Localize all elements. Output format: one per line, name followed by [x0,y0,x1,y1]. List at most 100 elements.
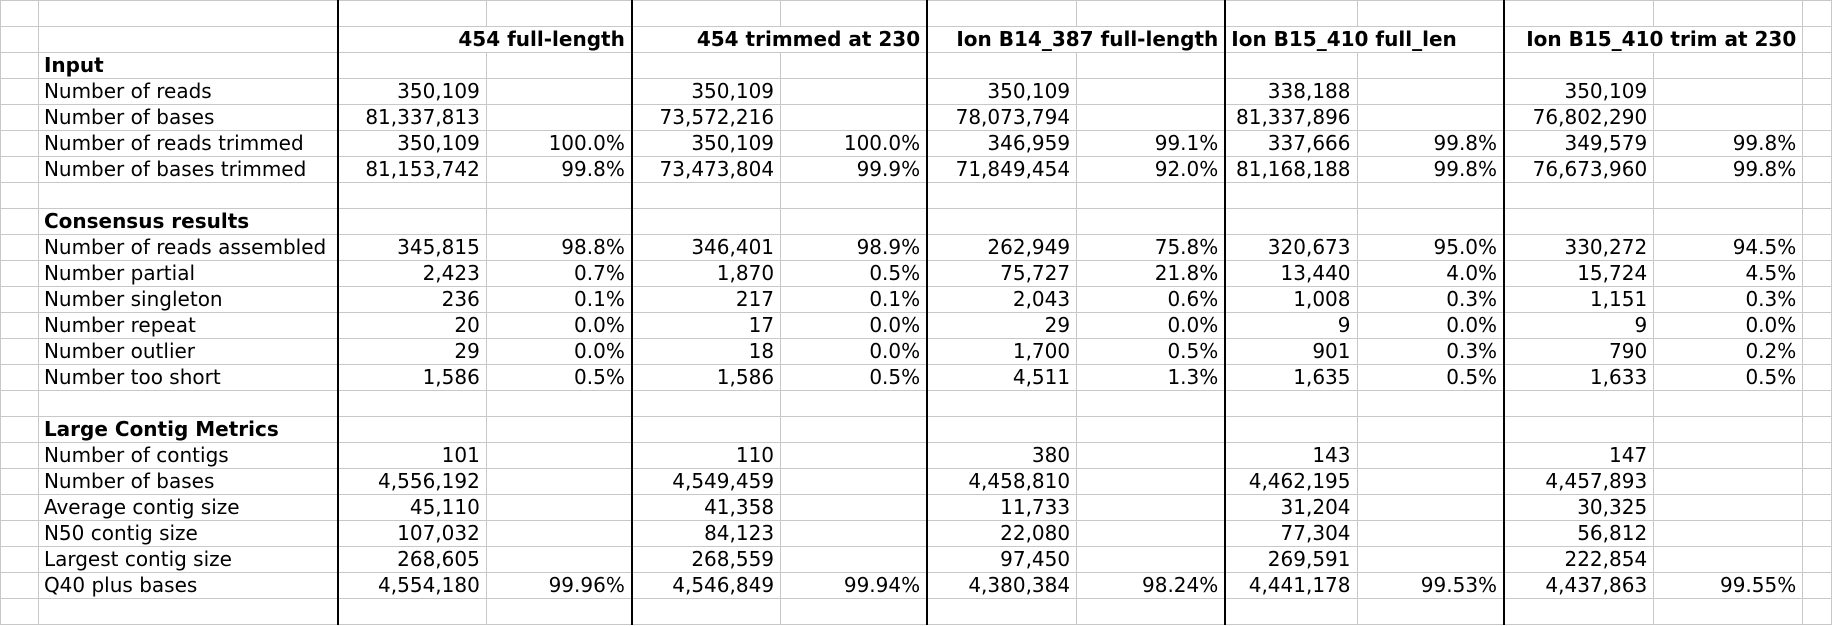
empty-cell[interactable] [1076,208,1226,235]
empty-cell[interactable] [1076,390,1226,417]
empty-cell[interactable] [1356,390,1505,417]
value-cell[interactable]: 56,812 [1503,520,1655,547]
empty-cell[interactable] [485,0,633,27]
percent-cell[interactable] [1356,494,1505,521]
empty-cell[interactable] [1802,390,1832,417]
column-header[interactable]: Ion B15_410 full_len [1224,26,1505,53]
empty-cell[interactable] [37,26,339,53]
percent-cell[interactable] [1076,494,1226,521]
percent-cell[interactable]: 0.0% [780,338,928,365]
value-cell[interactable]: 41,358 [630,494,782,521]
empty-cell[interactable] [1076,52,1226,79]
value-cell[interactable]: 217 [630,286,782,313]
empty-cell[interactable] [1802,208,1832,235]
value-cell[interactable]: 81,337,813 [337,104,487,131]
value-cell[interactable]: 45,110 [337,494,487,521]
empty-cell[interactable] [1802,520,1832,547]
row-label[interactable]: Number repeat [37,312,339,339]
empty-cell[interactable] [37,0,339,27]
empty-cell[interactable] [1356,52,1505,79]
empty-cell[interactable] [1503,390,1655,417]
empty-cell[interactable] [485,416,633,443]
empty-cell[interactable] [1653,0,1804,27]
empty-cell[interactable] [1653,208,1804,235]
value-cell[interactable]: 269,591 [1224,546,1358,573]
percent-cell[interactable]: 98.8% [485,234,633,261]
empty-cell[interactable] [1356,416,1505,443]
row-gutter-cell[interactable] [0,156,39,183]
value-cell[interactable]: 268,605 [337,546,487,573]
empty-cell[interactable] [1356,0,1505,27]
empty-cell[interactable] [1802,598,1832,625]
value-cell[interactable]: 4,546,849 [630,572,782,599]
percent-cell[interactable]: 0.5% [1076,338,1226,365]
percent-cell[interactable]: 0.7% [485,260,633,287]
empty-cell[interactable] [926,52,1078,79]
percent-cell[interactable] [1653,104,1804,131]
percent-cell[interactable] [780,520,928,547]
empty-cell[interactable] [630,52,782,79]
value-cell[interactable]: 20 [337,312,487,339]
empty-cell[interactable] [630,598,782,625]
row-gutter-cell[interactable] [0,494,39,521]
row-gutter-cell[interactable] [0,312,39,339]
percent-cell[interactable]: 99.8% [1653,130,1804,157]
empty-cell[interactable] [1802,182,1832,209]
percent-cell[interactable]: 0.3% [1356,338,1505,365]
value-cell[interactable]: 4,462,195 [1224,468,1358,495]
empty-cell[interactable] [780,182,928,209]
percent-cell[interactable]: 75.8% [1076,234,1226,261]
value-cell[interactable]: 73,572,216 [630,104,782,131]
value-cell[interactable]: 1,008 [1224,286,1358,313]
percent-cell[interactable] [1356,546,1505,573]
empty-cell[interactable] [485,52,633,79]
percent-cell[interactable] [1356,442,1505,469]
value-cell[interactable]: 97,450 [926,546,1078,573]
row-label[interactable]: Number outlier [37,338,339,365]
empty-cell[interactable] [1802,26,1832,53]
empty-cell[interactable] [1802,338,1832,365]
value-cell[interactable]: 77,304 [1224,520,1358,547]
column-header[interactable]: 454 trimmed at 230 [630,26,928,53]
empty-cell[interactable] [337,598,487,625]
value-cell[interactable]: 1,635 [1224,364,1358,391]
empty-cell[interactable] [337,52,487,79]
empty-cell[interactable] [630,208,782,235]
percent-cell[interactable]: 99.8% [1356,156,1505,183]
value-cell[interactable]: 107,032 [337,520,487,547]
percent-cell[interactable] [485,520,633,547]
percent-cell[interactable]: 0.2% [1653,338,1804,365]
row-label[interactable]: Q40 plus bases [37,572,339,599]
percent-cell[interactable] [1356,78,1505,105]
percent-cell[interactable]: 99.1% [1076,130,1226,157]
percent-cell[interactable] [1356,520,1505,547]
row-label[interactable]: Number of bases [37,468,339,495]
percent-cell[interactable]: 0.0% [485,312,633,339]
percent-cell[interactable] [485,442,633,469]
percent-cell[interactable] [1076,546,1226,573]
empty-cell[interactable] [780,0,928,27]
percent-cell[interactable] [780,78,928,105]
empty-cell[interactable] [1503,182,1655,209]
empty-cell[interactable] [630,0,782,27]
row-gutter-cell[interactable] [0,26,39,53]
percent-cell[interactable]: 0.5% [485,364,633,391]
row-gutter-cell[interactable] [0,286,39,313]
value-cell[interactable]: 78,073,794 [926,104,1078,131]
empty-cell[interactable] [1653,598,1804,625]
value-cell[interactable]: 81,153,742 [337,156,487,183]
empty-cell[interactable] [926,0,1078,27]
empty-cell[interactable] [1356,208,1505,235]
percent-cell[interactable]: 21.8% [1076,260,1226,287]
value-cell[interactable]: 15,724 [1503,260,1655,287]
value-cell[interactable]: 4,554,180 [337,572,487,599]
percent-cell[interactable] [485,104,633,131]
value-cell[interactable]: 73,473,804 [630,156,782,183]
row-gutter-cell[interactable] [0,390,39,417]
percent-cell[interactable] [1076,78,1226,105]
row-label[interactable]: Number partial [37,260,339,287]
value-cell[interactable]: 1,870 [630,260,782,287]
empty-cell[interactable] [337,208,487,235]
percent-cell[interactable]: 4.0% [1356,260,1505,287]
empty-cell[interactable] [1503,0,1655,27]
